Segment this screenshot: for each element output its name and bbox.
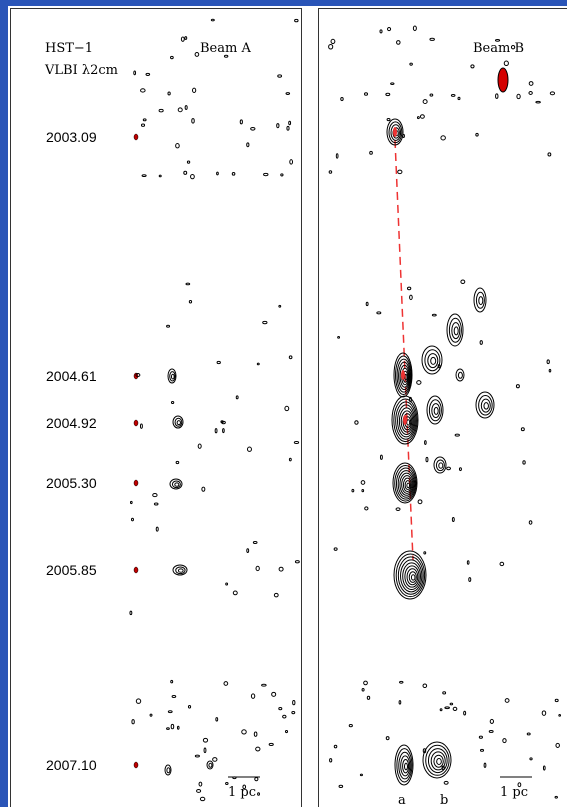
epoch-label: 2005.85	[46, 562, 97, 578]
core-marker	[134, 134, 138, 140]
epoch-label: 2003.09	[46, 129, 97, 145]
instrument-label: VLBI λ2cm	[44, 63, 118, 78]
frame-left	[0, 0, 8, 807]
figure: HST−1 VLBI λ2cm Beam A Beam B 1 pc 1 pc …	[0, 0, 567, 807]
epoch-label: 2004.61	[46, 368, 97, 384]
scale-label: 1 pc	[228, 785, 256, 800]
core-marker	[134, 762, 138, 768]
scale-label: 1 pc	[500, 785, 528, 800]
panel-title: Beam A	[200, 41, 251, 56]
core-marker	[134, 567, 138, 573]
core-marker	[134, 480, 138, 486]
epoch-label: 2005.30	[46, 475, 97, 491]
component-marker	[393, 127, 397, 137]
epoch-label: 2007.10	[46, 757, 97, 773]
panel-title: Beam B	[473, 41, 524, 56]
component-marker	[403, 415, 407, 425]
component-label: a	[398, 793, 406, 807]
frame-top	[0, 0, 567, 6]
component-label: b	[440, 793, 448, 807]
component-marker	[401, 370, 405, 380]
core-marker	[134, 420, 138, 426]
epoch-label: 2004.92	[46, 415, 97, 431]
source-label: HST−1	[45, 41, 93, 56]
beam-ellipse	[498, 68, 508, 92]
